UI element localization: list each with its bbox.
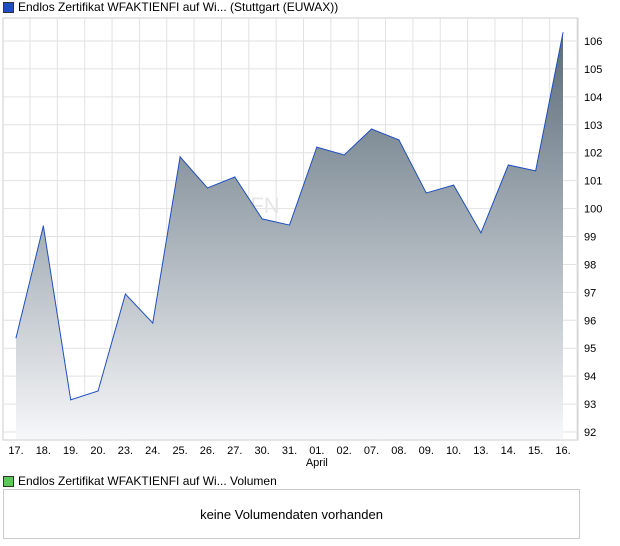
x-tick-label: 23. xyxy=(118,445,133,457)
y-tick-label: 96 xyxy=(584,315,596,327)
legend-swatch-green xyxy=(3,475,14,487)
x-tick-label: 13. xyxy=(473,445,488,457)
x-tick-label: 14. xyxy=(501,445,516,457)
y-tick-label: 102 xyxy=(584,148,602,160)
data-point xyxy=(97,390,99,392)
data-point xyxy=(289,224,290,226)
data-point xyxy=(480,232,482,234)
price-chart: 9293949596979899100101102103104105106FN1… xyxy=(2,17,602,469)
x-tick-label: 17. xyxy=(8,445,23,457)
data-point xyxy=(343,154,345,156)
volume-panel: keine Volumendaten vorhanden xyxy=(3,489,580,539)
legend-volume-label: Endlos Zertifikat WFAKTIENFI auf Wi... V… xyxy=(18,474,277,488)
data-point xyxy=(425,192,427,194)
y-tick-label: 103 xyxy=(584,120,602,132)
data-point xyxy=(15,337,17,339)
y-tick-label: 95 xyxy=(584,343,596,355)
x-month-label: April xyxy=(306,457,328,469)
y-tick-label: 98 xyxy=(584,259,596,271)
price-area xyxy=(16,32,563,439)
x-tick-label: 16. xyxy=(555,445,570,457)
data-point xyxy=(453,184,455,186)
x-tick-label: 30. xyxy=(255,445,270,457)
data-point xyxy=(398,139,400,141)
data-point xyxy=(124,293,126,295)
x-tick-label: 15. xyxy=(528,445,543,457)
y-tick-label: 100 xyxy=(584,204,602,216)
y-tick-label: 101 xyxy=(584,176,602,188)
x-tick-label: 27. xyxy=(227,445,242,457)
y-tick-label: 97 xyxy=(584,287,596,299)
legend-price-label: Endlos Zertifikat WFAKTIENFI auf Wi... (… xyxy=(18,0,339,14)
y-tick-label: 106 xyxy=(584,36,602,48)
data-point xyxy=(507,164,509,166)
x-tick-label: 24. xyxy=(145,445,160,457)
legend-price: Endlos Zertifikat WFAKTIENFI auf Wi... (… xyxy=(3,0,338,14)
volume-empty-message: keine Volumendaten vorhanden xyxy=(200,506,383,522)
data-point xyxy=(562,32,564,34)
data-point xyxy=(535,170,537,172)
data-point xyxy=(42,225,44,227)
x-tick-label: 26. xyxy=(200,445,215,457)
data-point xyxy=(234,176,236,178)
legend-volume: Endlos Zertifikat WFAKTIENFI auf Wi... V… xyxy=(3,474,277,488)
data-point xyxy=(179,156,181,158)
x-tick-label: 20. xyxy=(90,445,105,457)
y-tick-label: 104 xyxy=(584,92,602,104)
data-point xyxy=(70,399,72,401)
data-point xyxy=(371,128,373,130)
x-tick-label: 19. xyxy=(63,445,78,457)
legend-swatch-blue xyxy=(3,1,14,13)
data-point xyxy=(261,218,263,220)
data-point xyxy=(152,322,154,324)
x-tick-label: 31. xyxy=(282,445,297,457)
y-tick-label: 99 xyxy=(584,232,596,244)
x-tick-label: 02. xyxy=(337,445,352,457)
x-tick-label: 07. xyxy=(364,445,379,457)
x-tick-label: 25. xyxy=(172,445,187,457)
y-tick-label: 92 xyxy=(584,427,596,439)
y-tick-label: 105 xyxy=(584,64,602,76)
y-tick-label: 93 xyxy=(584,399,596,411)
data-point xyxy=(316,146,318,148)
x-tick-label: 08. xyxy=(391,445,406,457)
x-tick-label: 18. xyxy=(36,445,51,457)
x-tick-label: 01. xyxy=(309,445,324,457)
y-tick-label: 94 xyxy=(584,371,596,383)
x-tick-label: 09. xyxy=(419,445,434,457)
x-tick-label: 10. xyxy=(446,445,461,457)
data-point xyxy=(206,187,208,189)
